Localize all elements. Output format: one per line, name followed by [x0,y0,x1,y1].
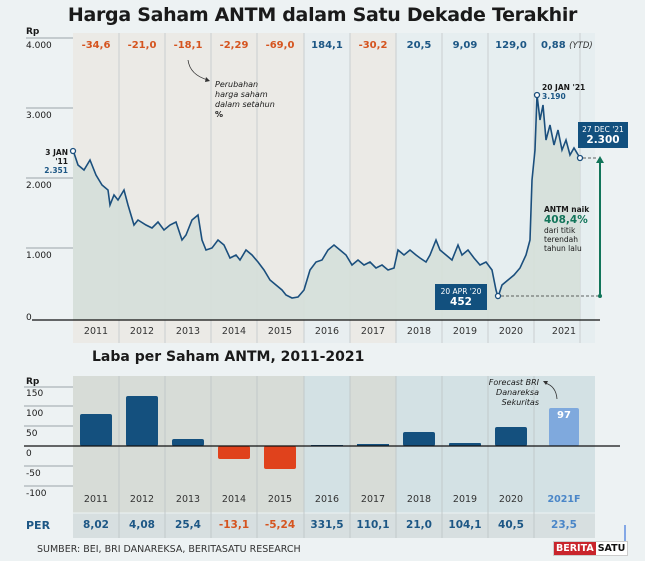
eps-bar-2015 [264,446,296,469]
yearly-change: 184,1 [311,40,343,51]
yearly-change: -21,0 [127,40,157,51]
forecast-note: Forecast BRI Danareksa Sekuritas [488,378,539,407]
year-label: 2020 [498,326,524,337]
rise-annotation: ANTM naik 408,4% dari titik terendah tah… [544,205,590,253]
yearly-change-ytd: 0,88 (YTD) [541,40,593,51]
y-tick: 2.000 [26,181,52,191]
page-title: Harga Saham ANTM dalam Satu Dekade Terak… [67,4,578,26]
year-label: 2021 [551,326,577,337]
low-price-tag: 20 APR '20 452 [435,284,487,310]
eps-bar-2017 [357,444,389,446]
per-value: -13,1 [218,519,250,531]
per-value-forecast: 23,5 [551,519,577,531]
y-tick: 100 [26,409,44,419]
year-label: 2020 [498,494,524,505]
price-unit: Rp [26,27,40,37]
y-tick: 0 [26,313,32,323]
start-label: 3 JAN '11 2.351 [44,148,68,175]
start-marker [69,147,77,155]
change-annotation: Perubahan harga saham dalam setahun % [215,80,275,119]
eps-bar-2021f [549,408,579,446]
per-value: 110,1 [356,519,390,531]
year-label: 2019 [452,494,478,505]
per-value: 8,02 [83,519,109,531]
year-label: 2016 [314,494,340,505]
year-label: 2012 [129,494,155,505]
year-label: 2014 [221,494,247,505]
yearly-change: 129,0 [495,40,527,51]
peak-label: 20 JAN '21 3.190 [542,83,586,101]
price-area [73,95,580,320]
year-label-forecast: 2021F [547,494,581,505]
year-label: 2014 [221,326,247,337]
eps-chart-title: Laba per Saham ANTM, 2011-2021 [92,349,365,365]
peak-marker [533,91,541,99]
eps-bar-2020 [495,427,527,446]
last-price-tag: 27 DEC '21 2.300 [578,122,628,148]
year-label: 2018 [406,494,432,505]
per-value: 25,4 [175,519,201,531]
low-marker [494,292,502,300]
yearly-change: -2,29 [219,40,249,51]
y-tick: 0 [26,449,32,459]
per-value: -5,24 [264,519,296,531]
year-label: 2011 [83,494,109,505]
publisher-logo: BERITA SATU [553,541,629,556]
year-label: 2012 [129,326,155,337]
per-value: 331,5 [310,519,344,531]
year-label: 2016 [314,326,340,337]
yearly-change: 9,09 [452,40,478,51]
year-label: 2011 [83,326,109,337]
forecast-value: 97 [557,410,571,421]
year-label: 2019 [452,326,478,337]
per-value: 104,1 [448,519,482,531]
price-chart [26,33,604,343]
price-line [72,94,581,300]
yearly-change: -69,0 [265,40,295,51]
y-tick: 50 [26,429,38,439]
year-label: 2015 [267,494,293,505]
y-tick: -50 [26,469,41,479]
per-value: 21,0 [406,519,432,531]
year-label: 2017 [360,326,386,337]
yearly-change: 20,5 [406,40,432,51]
eps-bar-2018 [403,432,435,446]
eps-bar-2014 [218,446,250,459]
eps-bar-2013 [172,439,204,446]
year-label: 2015 [267,326,293,337]
eps-bar-2019 [449,443,481,446]
yearly-change: -18,1 [173,40,203,51]
year-label: 2018 [406,326,432,337]
y-tick: 150 [26,389,44,399]
year-label: 2017 [360,494,386,505]
source-note: SUMBER: BEI, BRI DANAREKSA, BERITASATU R… [37,544,301,555]
eps-unit: Rp [26,377,40,387]
year-label: 2013 [175,494,201,505]
per-value: 4,08 [129,519,155,531]
yearly-change: -30,2 [358,40,388,51]
last-marker [576,154,584,162]
year-label: 2013 [175,326,201,337]
y-tick: -100 [26,489,47,499]
y-tick: 4.000 [26,41,52,51]
per-value: 40,5 [498,519,524,531]
y-tick: 3.000 [26,111,52,121]
y-tick: 1.000 [26,251,52,261]
yearly-change: -34,6 [81,40,111,51]
per-label: PER [26,519,51,532]
eps-bar-2011 [80,414,112,446]
eps-bar-2012 [126,396,158,446]
